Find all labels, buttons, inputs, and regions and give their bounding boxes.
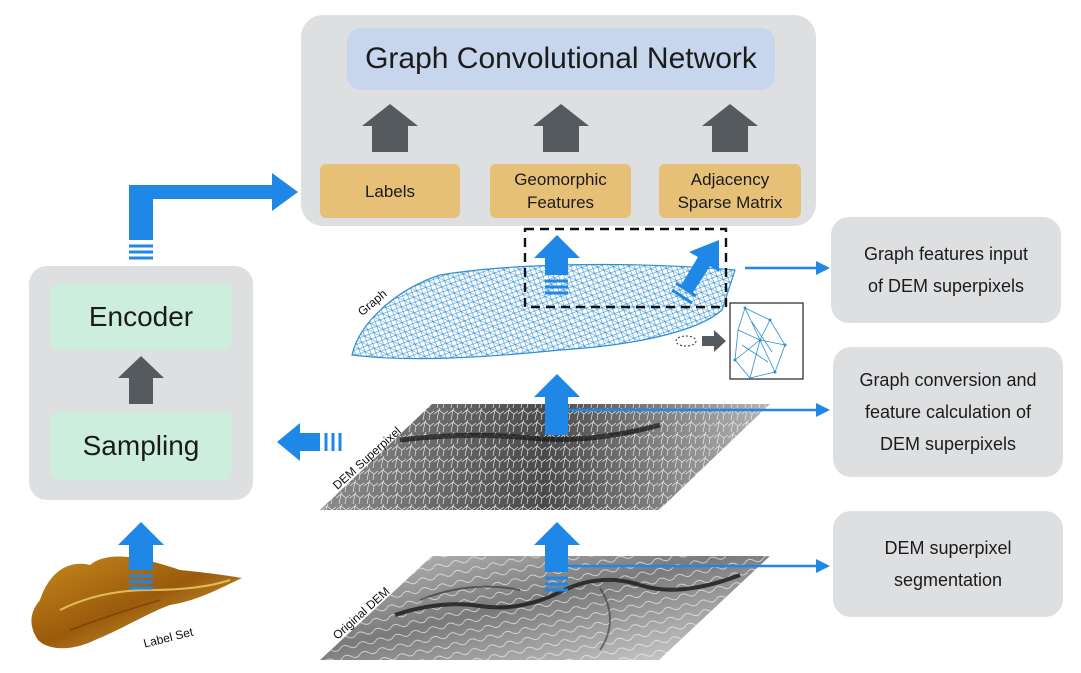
mesh-focus-marker (675, 335, 697, 347)
graph-mesh-surface (351, 263, 736, 360)
blue-arrows (118, 173, 719, 572)
superpixel-surface (320, 404, 770, 510)
sampling-box: Sampling (50, 412, 232, 480)
original-dem-surface (320, 556, 770, 660)
gcn-title: Graph Convolutional Network (347, 28, 775, 90)
label-set-surface (31, 556, 243, 649)
inset-arrow (702, 330, 726, 352)
side-note-graph-conversion: Graph conversion and feature calculation… (833, 347, 1063, 477)
side-note-segmentation: DEM superpixel segmentation (833, 511, 1063, 617)
encoder-box: Encoder (50, 284, 232, 350)
labels-input-box: Labels (320, 164, 460, 218)
adjacency-matrix-label: Adjacency Sparse Matrix (677, 170, 783, 212)
side-connectors (562, 261, 830, 573)
side-note-graph-features-text: Graph features input of DEM superpixels (863, 244, 1029, 296)
arrow-tails (129, 244, 697, 592)
geomorphic-features-label: Geomorphic Features (514, 170, 607, 212)
geomorphic-features-box: Geomorphic Features (490, 164, 631, 218)
gcn-up-arrows (118, 104, 758, 404)
side-note-graph-features: Graph features input of DEM superpixels (831, 217, 1061, 323)
labels-input-label: Labels (364, 181, 416, 201)
side-note-segmentation-text: DEM superpixel segmentation (884, 538, 1012, 590)
adjacency-matrix-box: Adjacency Sparse Matrix (659, 164, 801, 218)
feature-selection-box (523, 227, 728, 309)
side-note-graph-conversion-text: Graph conversion and feature calculation… (859, 370, 1037, 454)
